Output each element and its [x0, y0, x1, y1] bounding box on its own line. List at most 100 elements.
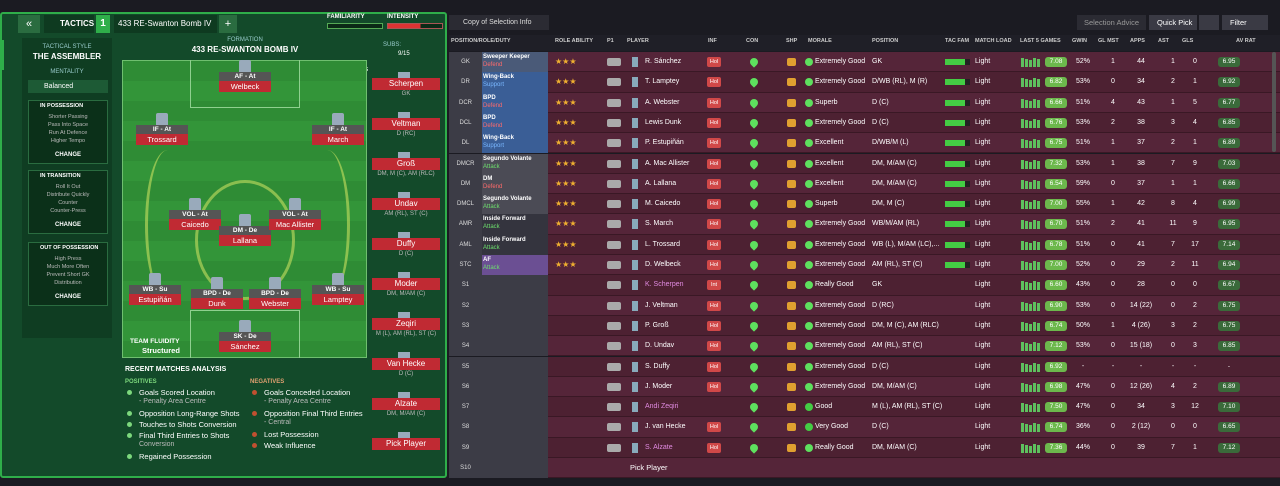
filter-button[interactable]: Filter: [1222, 15, 1268, 30]
player-name[interactable]: K. Scherpen: [645, 281, 684, 289]
column-header[interactable]: MATCH LOAD: [975, 38, 1012, 44]
change-button[interactable]: CHANGE: [54, 222, 81, 228]
player-name[interactable]: Caicedo: [169, 219, 221, 230]
column-header[interactable]: AST: [1158, 38, 1169, 44]
column-header[interactable]: LAST 5 GAMES: [1020, 38, 1061, 44]
role-ability: ★★★: [555, 158, 577, 168]
sub-name[interactable]: Moder: [372, 278, 440, 290]
p1-icon: [607, 58, 621, 66]
column-header[interactable]: APPS: [1130, 38, 1145, 44]
form-bar: [1029, 303, 1032, 311]
player-name[interactable]: P. Estupiñán: [645, 139, 684, 147]
column-header[interactable]: INF: [708, 38, 717, 44]
position-cell: [449, 234, 482, 255]
player-name[interactable]: J. Moder: [645, 382, 673, 390]
sub-name[interactable]: Veltman: [372, 118, 440, 130]
player-name[interactable]: Lamptey: [312, 294, 364, 305]
role-name[interactable]: BPD: [483, 114, 496, 121]
role-name[interactable]: Inside Forward: [483, 216, 526, 223]
role-name[interactable]: Segundo Volante: [483, 196, 532, 203]
player-name[interactable]: P. Groß: [645, 321, 669, 329]
player-name[interactable]: Welbeck: [219, 81, 271, 92]
player-name[interactable]: J. van Hecke: [645, 423, 686, 431]
tactic-selector[interactable]: 433 RE-Swanton Bomb IV: [114, 15, 217, 33]
player-name[interactable]: R. Sánchez: [645, 58, 682, 65]
player-name[interactable]: A. Lallana: [645, 179, 677, 187]
player-name[interactable]: S. March: [645, 220, 674, 228]
role-name[interactable]: DM: [483, 175, 493, 182]
player-name[interactable]: March: [312, 134, 364, 145]
column-header[interactable]: GLS: [1182, 38, 1194, 44]
player-name[interactable]: Dunk: [191, 298, 243, 309]
sub-name[interactable]: Pick Player: [372, 438, 440, 450]
mentality-selector[interactable]: Balanced: [28, 80, 108, 93]
column-header[interactable]: POSITION: [872, 38, 899, 44]
player-name[interactable]: A. Webster: [645, 98, 680, 106]
column-header[interactable]: MORALE: [808, 38, 832, 44]
stat-glmst: 1: [1111, 200, 1115, 208]
player-name[interactable]: Lewis Dunk: [645, 118, 682, 126]
stat-apps: 43: [1137, 98, 1145, 106]
quick-pick[interactable]: Quick Pick: [1149, 15, 1197, 30]
player-name[interactable]: Andi Zeqiri: [645, 403, 679, 411]
player-name[interactable]: Lallana: [219, 235, 271, 246]
sub-name[interactable]: Van Hecke: [372, 358, 440, 370]
role-name[interactable]: BPD: [483, 94, 496, 101]
player-name[interactable]: J. Veltman: [645, 301, 678, 309]
player-name[interactable]: S. Duffy: [645, 362, 670, 370]
column-header[interactable]: ROLE ABILITY: [555, 38, 593, 44]
inf-badge: Hol: [707, 178, 721, 189]
role-name[interactable]: Sweeper Keeper: [483, 54, 530, 60]
player-name[interactable]: Mac Allister: [269, 219, 321, 230]
column-header[interactable]: PLAYER: [627, 38, 649, 44]
sub-name[interactable]: Duffy: [372, 238, 440, 250]
column-header[interactable]: P1: [607, 38, 614, 44]
column-header[interactable]: POSITION/ROLE/DUTY: [451, 38, 511, 44]
player-name[interactable]: L. Trossard: [645, 240, 681, 248]
player-kit: [269, 277, 281, 289]
form-bar: [1033, 443, 1036, 453]
sub-name[interactable]: Groß: [372, 158, 440, 170]
player-name[interactable]: D. Welbeck: [645, 261, 681, 268]
player-name[interactable]: Webster: [249, 298, 301, 309]
player-name[interactable]: M. Caicedo: [645, 200, 681, 208]
role-name[interactable]: Segundo Volante: [483, 155, 532, 162]
change-button[interactable]: CHANGE: [54, 152, 81, 158]
stat-gls: 0: [1193, 423, 1197, 431]
role-name[interactable]: AF: [483, 257, 491, 263]
view-selector[interactable]: Copy of Selection Info: [449, 15, 549, 30]
sub-name[interactable]: Alzate: [372, 398, 440, 410]
selection-advice[interactable]: Selection Advice: [1077, 15, 1146, 30]
collapse-button[interactable]: «: [18, 15, 40, 33]
column-header[interactable]: AV RAT: [1236, 38, 1256, 44]
player-name[interactable]: T. Lamptey: [645, 78, 680, 86]
form-bar: [1033, 342, 1036, 352]
column-header[interactable]: CON: [746, 38, 759, 44]
role-name[interactable]: Wing-Back: [483, 135, 514, 142]
column-header[interactable]: GL MST: [1098, 38, 1119, 44]
player-name[interactable]: D. Undav: [645, 342, 675, 350]
player-name[interactable]: Sánchez: [219, 341, 271, 352]
form-bar: [1025, 160, 1028, 169]
column-header[interactable]: GWIN: [1072, 38, 1087, 44]
player-name[interactable]: A. Mac Allister: [645, 159, 690, 167]
pick-player[interactable]: Pick Player: [630, 463, 668, 472]
player-name[interactable]: S. Alzate: [645, 443, 673, 451]
sub-name[interactable]: Undav: [372, 198, 440, 210]
column-header[interactable]: TAC FAM: [945, 38, 970, 44]
sub-name[interactable]: Scherpen: [372, 78, 440, 90]
sub-name[interactable]: Zeqiri: [372, 318, 440, 330]
inf-badge: Hol: [707, 422, 721, 433]
player-name[interactable]: Estupiñán: [129, 294, 181, 305]
match-load: Light: [975, 139, 991, 147]
match-load: Light: [975, 321, 991, 329]
stat-glmst: -: [1111, 362, 1115, 370]
role-name[interactable]: Inside Forward: [483, 236, 526, 243]
column-header[interactable]: SHP: [786, 38, 798, 44]
role-name[interactable]: Wing-Back: [483, 74, 514, 81]
avg-rating: 6.75: [1218, 320, 1240, 331]
change-button[interactable]: CHANGE: [54, 294, 81, 300]
player-name[interactable]: Trossard: [136, 134, 188, 145]
add-tactic[interactable]: +: [219, 15, 237, 33]
analysis-detail: Conversion: [139, 441, 175, 448]
